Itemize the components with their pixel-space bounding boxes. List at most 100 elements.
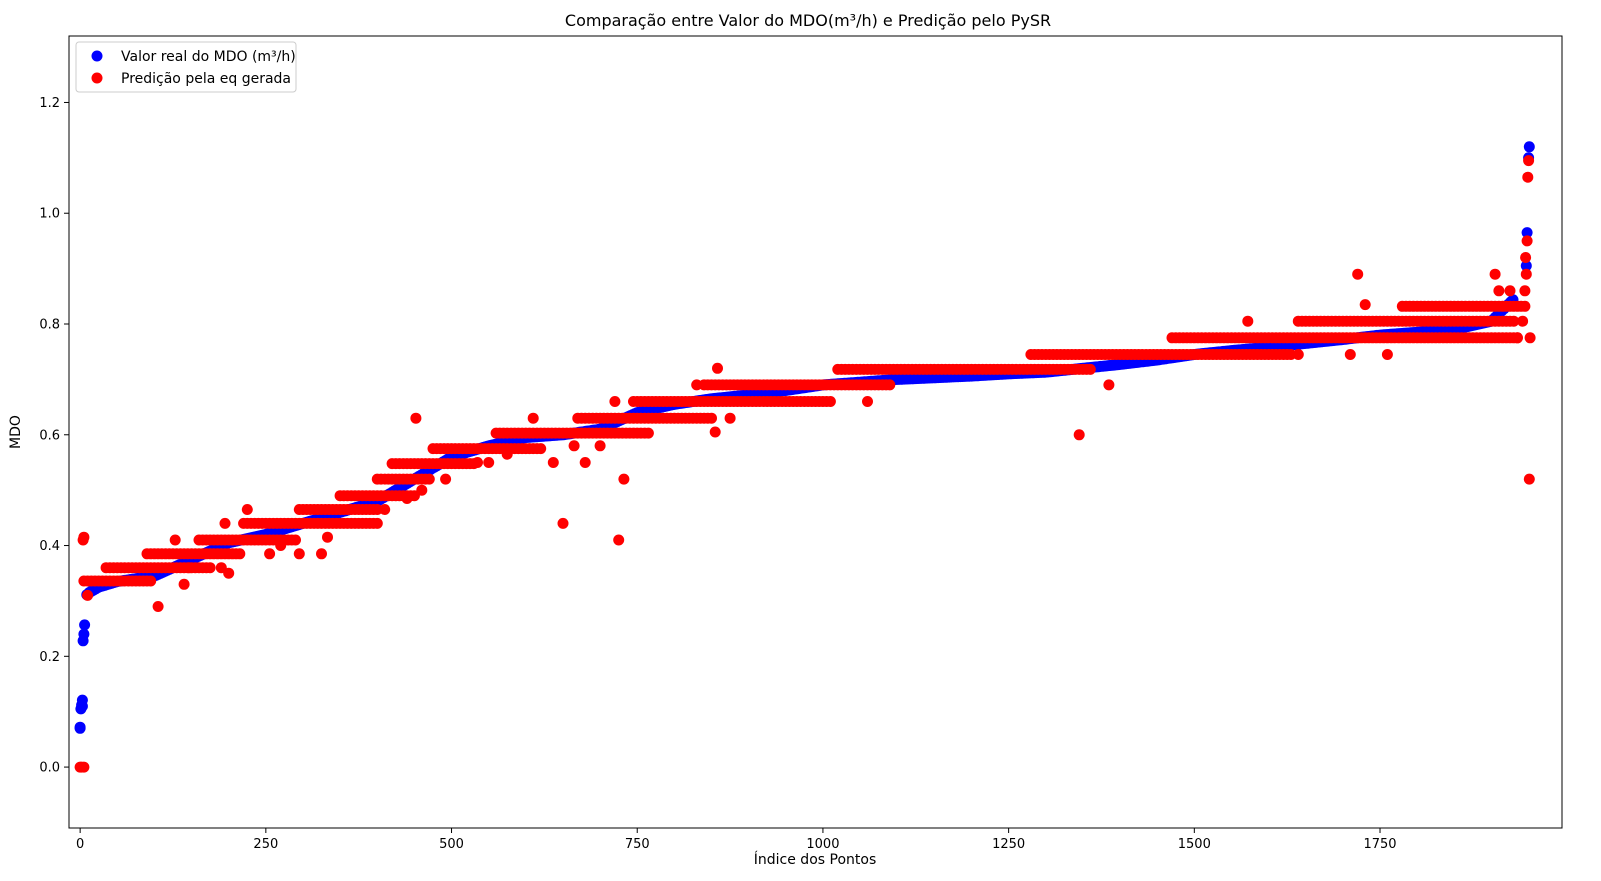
predicted-point — [293, 548, 305, 560]
y-axis-label: MDO — [8, 415, 24, 449]
predicted-point — [204, 562, 216, 574]
predicted-point — [568, 440, 580, 452]
legend-marker-predicted — [91, 72, 103, 84]
predicted-point — [527, 412, 539, 424]
predicted-point — [290, 534, 301, 546]
predicted-point — [547, 457, 559, 468]
predicted-point — [1073, 429, 1085, 441]
predicted-point — [316, 548, 327, 560]
predicted-point — [178, 578, 190, 590]
predicted-point — [1489, 268, 1501, 280]
predicted-point — [862, 396, 873, 407]
predicted-point — [1523, 473, 1535, 485]
x-tick-label: 1000 — [806, 837, 839, 852]
predicted-point — [241, 504, 253, 515]
predicted-point — [1103, 379, 1115, 391]
plot-frame — [68, 35, 1563, 829]
real-point — [1520, 260, 1532, 272]
legend-box — [75, 41, 297, 93]
predicted-point — [1520, 268, 1532, 280]
predicted-point — [1084, 363, 1096, 375]
predicted-point — [594, 440, 606, 452]
predicted-point — [535, 443, 547, 455]
y-tick-label: 0.0 — [39, 761, 60, 776]
x-tick-label: 750 — [625, 837, 650, 852]
x-tick-label: 1250 — [992, 837, 1025, 852]
predicted-point — [557, 517, 569, 529]
y-tick-label: 1.0 — [39, 207, 60, 222]
predicted-point — [219, 517, 231, 529]
predicted-point — [169, 534, 181, 546]
predicted-point — [642, 427, 654, 439]
real-point — [79, 619, 91, 631]
predicted-point — [275, 540, 287, 551]
predicted-point — [1517, 315, 1529, 327]
predicted-point — [1524, 332, 1536, 344]
predicted-point — [234, 548, 246, 560]
predicted-point — [223, 567, 235, 579]
predicted-point — [264, 548, 276, 560]
real-point — [1521, 227, 1533, 239]
predicted-point — [82, 589, 94, 601]
predicted-point — [152, 601, 164, 612]
predicted-point — [884, 379, 896, 391]
predicted-point — [322, 531, 333, 543]
chart-title: Comparação entre Valor do MDO(m³/h) e Pr… — [565, 11, 1051, 30]
x-tick-label: 0 — [76, 837, 84, 852]
points-layer — [74, 141, 1536, 773]
predicted-point — [691, 379, 703, 391]
x-axis-label: Índice dos Pontos — [754, 851, 876, 868]
real-point — [76, 694, 88, 706]
predicted-point — [423, 473, 435, 485]
predicted-point — [483, 457, 495, 468]
x-tick-label: 250 — [253, 837, 278, 852]
predicted-point — [1493, 285, 1505, 297]
y-axis: 0.0 0.2 0.4 0.6 0.8 1.0 1.2 — [39, 96, 69, 776]
y-tick-label: 0.8 — [39, 318, 60, 333]
predicted-point — [1519, 285, 1531, 297]
legend: Valor real do MDO (m³/h) Predição pela e… — [75, 41, 297, 93]
predicted-point — [1381, 349, 1393, 360]
predicted-point — [501, 448, 513, 460]
x-tick-label: 500 — [439, 837, 464, 852]
y-tick-label: 0.6 — [39, 428, 60, 443]
x-axis: 0 250 500 750 1000 1250 1500 1750 — [76, 828, 1397, 852]
predicted-point — [613, 534, 625, 546]
predicted-point — [1522, 171, 1534, 183]
predicted-point — [145, 575, 157, 587]
predicted-point — [472, 457, 483, 468]
predicted-point — [618, 473, 630, 485]
predicted-point — [1521, 235, 1533, 247]
real-point — [1523, 141, 1535, 153]
predicted-point — [824, 396, 836, 407]
predicted-point — [183, 562, 195, 574]
x-tick-label: 1750 — [1363, 837, 1396, 852]
predicted-point — [410, 412, 422, 424]
predicted-point — [1292, 349, 1304, 360]
predicted-point — [1359, 299, 1371, 311]
predicted-point — [1344, 349, 1356, 360]
predicted-point — [401, 493, 413, 504]
predicted-point — [440, 473, 452, 485]
predicted-point — [1508, 315, 1520, 327]
predicted-point — [579, 457, 591, 468]
y-tick-label: 1.2 — [39, 96, 60, 111]
predicted-point — [1242, 315, 1254, 327]
predicted-point — [1511, 332, 1523, 344]
predicted-point — [78, 531, 90, 543]
predicted-point — [1504, 285, 1516, 297]
legend-label-real: Valor real do MDO (m³/h) — [121, 49, 296, 65]
predicted-point — [371, 517, 383, 529]
predicted-point — [1519, 300, 1531, 312]
predicted-point — [1520, 252, 1532, 263]
predicted-point — [416, 484, 428, 496]
legend-label-predicted: Predição pela eq gerada — [121, 71, 291, 87]
predicted-point — [706, 412, 717, 424]
y-tick-label: 0.4 — [39, 539, 60, 554]
predicted-point — [1352, 268, 1364, 280]
predicted-point — [609, 396, 621, 407]
x-tick-label: 1500 — [1178, 837, 1211, 852]
predicted-point — [1523, 155, 1535, 167]
y-tick-label: 0.2 — [39, 650, 60, 665]
